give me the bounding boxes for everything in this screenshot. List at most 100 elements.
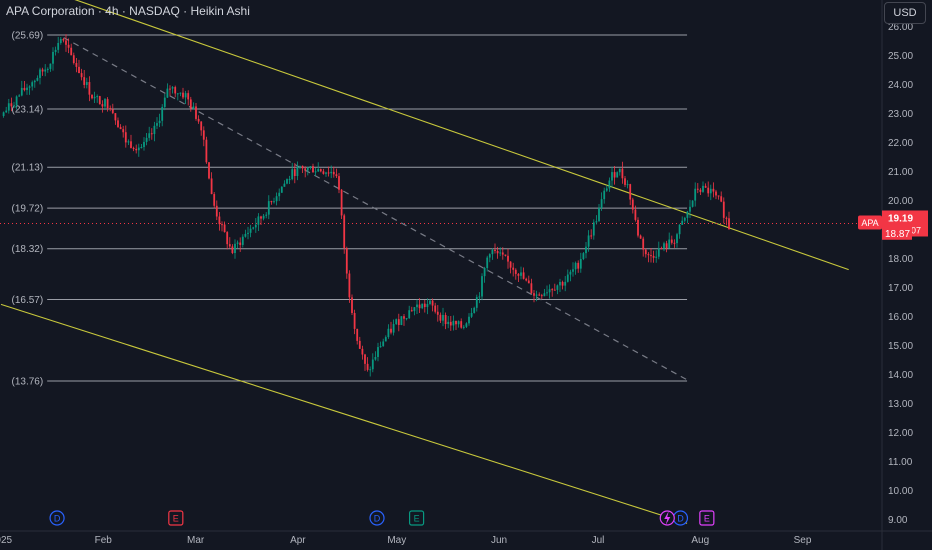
candle-body [210, 178, 213, 195]
candle-body [543, 293, 546, 297]
candle-body [28, 86, 31, 88]
candle-body [507, 255, 509, 262]
candle-body [296, 166, 299, 177]
candle-body [197, 118, 200, 122]
channel-upper-line[interactable] [1, 0, 849, 271]
event-marker-letter: D [677, 514, 684, 524]
candle-body [75, 63, 78, 67]
candle-body [694, 188, 697, 201]
price-tick-label: 18.00 [888, 254, 913, 265]
candle-body [52, 51, 54, 64]
price-tick-label: 12.00 [888, 428, 913, 439]
fib-level-label: (19.72) [11, 204, 43, 215]
candle-body [673, 242, 676, 244]
candle-body [382, 341, 385, 347]
candle-body [361, 348, 364, 355]
candle-body [135, 148, 138, 151]
candle-body [288, 179, 291, 181]
candle-body [293, 169, 296, 177]
candle-body [475, 297, 478, 308]
dividend-marker[interactable] [49, 510, 65, 526]
price-axis[interactable]: 26.0025.0024.0023.0022.0021.0020.0019.00… [881, 0, 913, 550]
candle-body [20, 87, 23, 96]
candle-body [556, 285, 559, 290]
candle-body [657, 248, 660, 257]
candle-body [109, 108, 112, 110]
candle-body [254, 224, 257, 228]
time-axis[interactable]: 2025 Feb Mar Apr May Jun Jul Aug Sep [0, 530, 932, 546]
dividend-marker[interactable] [369, 510, 385, 526]
fib-retracement[interactable]: (25.69) (23.14) (21.13) (19.72) (18.32) (16.5… [11, 30, 688, 387]
candle-body [62, 38, 65, 41]
chart-title: APA Corporation · 4h · NASDAQ · Heikin A… [6, 4, 250, 18]
candle-body [148, 133, 151, 138]
earnings-marker[interactable] [699, 510, 715, 526]
candle-body [566, 274, 569, 282]
price-tick-label: 17.00 [888, 283, 913, 294]
price-tick-label: 23.00 [888, 109, 913, 120]
candle-body [202, 130, 205, 140]
candle-body [267, 201, 270, 215]
candle-body [59, 38, 62, 43]
earnings-marker[interactable] [408, 510, 425, 526]
candle-body [208, 162, 210, 179]
candle-body [2, 112, 5, 116]
price-tick-label: 20.00 [888, 196, 913, 207]
candle-body [501, 252, 504, 255]
candle-body [169, 88, 171, 90]
price-tick-label: 26.00 [888, 22, 913, 33]
candle-body [631, 199, 634, 210]
candle-body [270, 201, 273, 203]
candle-body [85, 82, 88, 85]
earnings-marker[interactable] [168, 510, 184, 526]
candle-body [392, 324, 395, 333]
candle-body [613, 172, 616, 178]
candle-body [366, 363, 369, 370]
candle-body [426, 303, 429, 308]
candle-body [130, 141, 132, 148]
dashed-trend-line[interactable] [63, 37, 688, 381]
candle-body [465, 323, 468, 327]
time-tick-label: Feb [95, 535, 113, 546]
candle-body [574, 262, 577, 270]
price-tick-label: 16.00 [888, 312, 913, 323]
candle-body [343, 215, 346, 249]
candle-body [249, 228, 252, 233]
event-marker-letter: E [704, 514, 710, 524]
currency-button[interactable]: USD [884, 2, 926, 24]
candles [2, 34, 730, 377]
candle-body [98, 96, 101, 105]
fib-level-label: (16.57) [11, 295, 43, 306]
candle-body [195, 106, 197, 119]
candle-body [590, 235, 593, 237]
price-tick-label: 14.00 [888, 370, 913, 381]
candle-body [704, 185, 707, 188]
low-price-value: 18.87 [885, 229, 910, 240]
candle-body [517, 273, 520, 276]
candle-body [156, 123, 158, 126]
candle-body [650, 255, 652, 257]
candle-body [309, 166, 312, 168]
candle-body [80, 73, 83, 78]
candle-body [132, 147, 135, 149]
candle-body [481, 276, 483, 297]
candle-body [44, 69, 47, 72]
candle-body [179, 92, 182, 94]
price-tick-label: 13.00 [888, 399, 913, 410]
channel-lines[interactable] [0, 0, 882, 524]
candle-body [572, 269, 574, 272]
symbol-badge-label: APA [861, 218, 878, 228]
candle-body [314, 171, 317, 173]
candle-body [322, 171, 325, 174]
candle-body [728, 218, 730, 230]
candle-body [494, 249, 496, 251]
channel-lower-line[interactable] [0, 303, 688, 524]
candle-body [442, 315, 444, 321]
candle-body [444, 315, 447, 325]
candle-body [421, 303, 424, 309]
candle-body [244, 233, 247, 237]
candle-body [702, 185, 704, 192]
candle-body [49, 63, 52, 69]
